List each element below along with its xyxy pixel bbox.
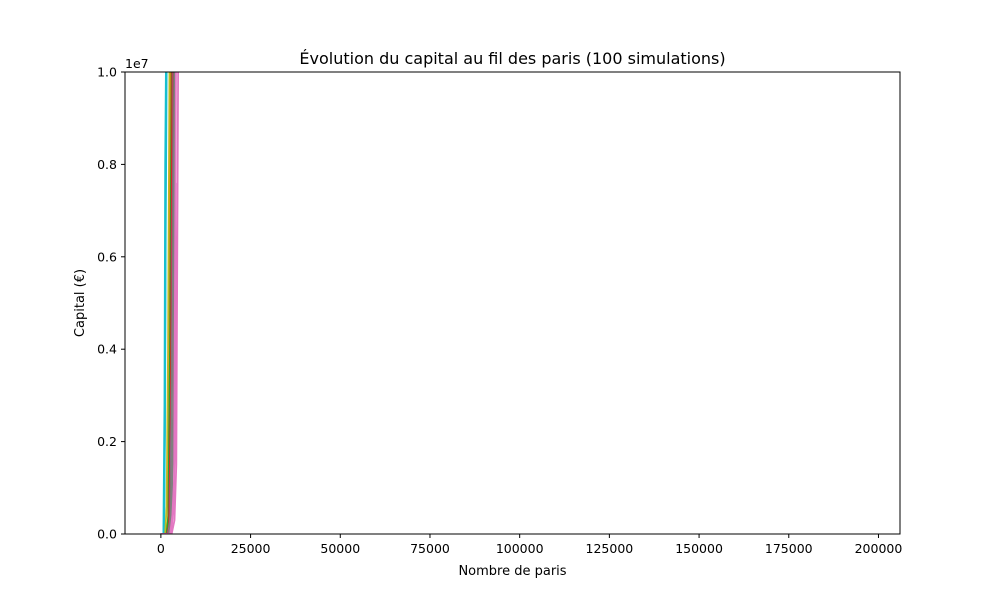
y-tick-label: 0.6 [97,249,117,264]
x-tick-label: 200000 [855,541,903,556]
x-tick-label: 50000 [320,541,360,556]
x-axis-label: Nombre de paris [458,564,566,579]
x-tick-label: 175000 [765,541,813,556]
plot-frame [124,71,901,535]
series-line-3 [160,72,168,534]
y-tick-label: 1.0 [97,65,117,80]
y-tick-label: 0.8 [97,157,117,172]
x-tick-label: 75000 [410,541,450,556]
plot-area [125,72,900,534]
x-tick-label: 100000 [496,541,544,556]
y-axis-label: Capital (€) [73,269,88,337]
x-tick-label: 125000 [586,541,634,556]
y-tick-label: 0.2 [97,434,117,449]
x-tick-label: 25000 [231,541,271,556]
series-line-14 [160,72,179,534]
y-axis-offset-label: 1e7 [125,56,149,71]
series-layer [160,72,179,534]
series-line-4 [160,72,171,534]
y-tick-label: 0.0 [97,527,117,542]
x-axis: 0 25000 50000 75000 100000 125000 150000 175000… [157,534,902,556]
y-axis: 0.0 0.2 0.4 0.6 0.8 1.0 [97,65,125,542]
y-tick-label: 0.4 [97,342,117,357]
x-tick-label: 0 [157,541,165,556]
x-tick-label: 150000 [675,541,723,556]
chart-title: Évolution du capital au fil des paris (1… [299,49,725,68]
